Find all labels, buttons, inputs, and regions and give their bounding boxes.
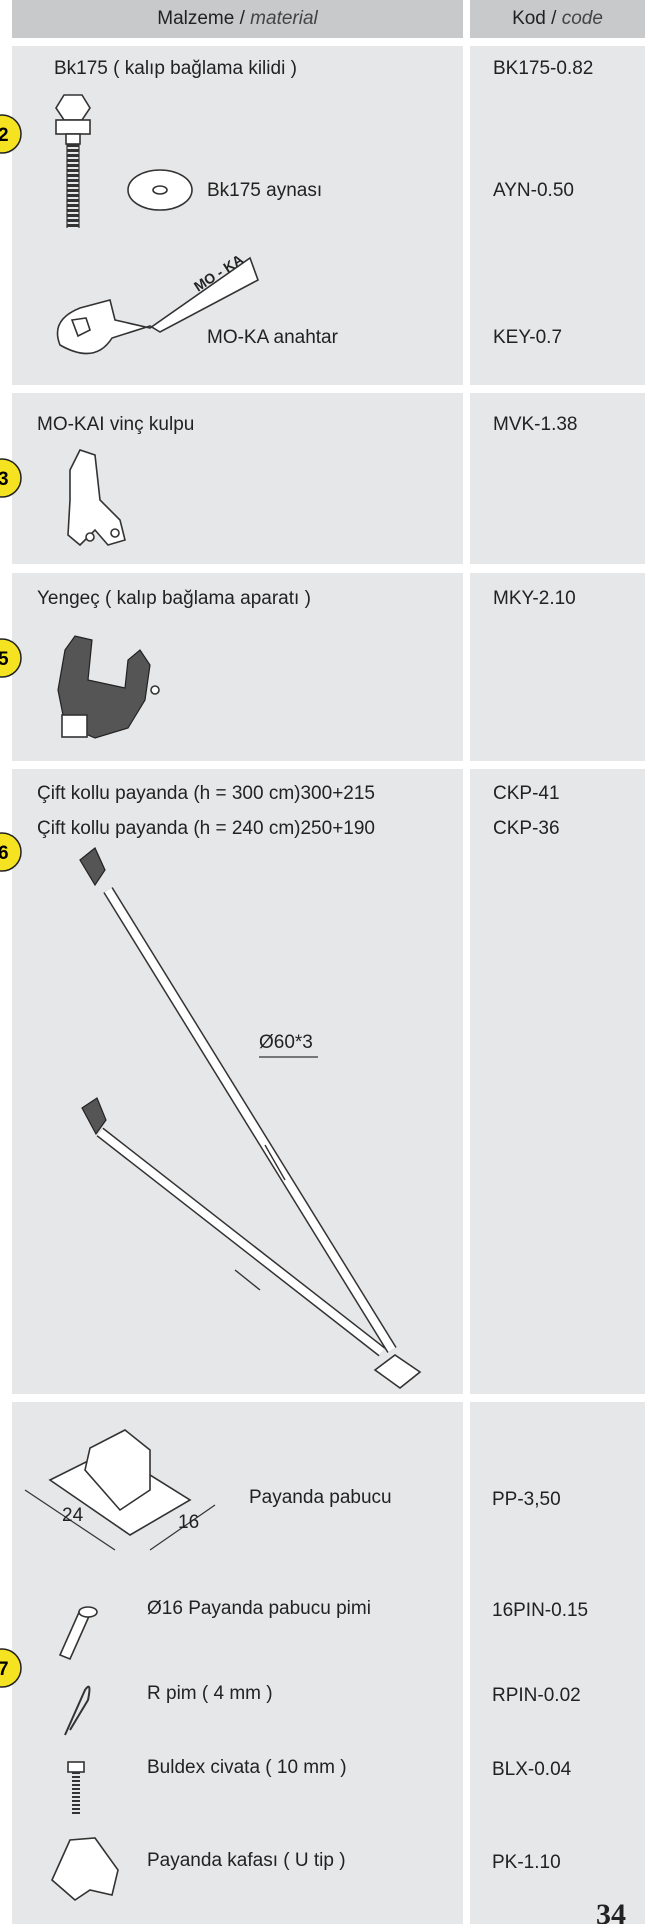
item-code: MVK-1.38: [493, 414, 578, 435]
item-name: Payanda kafası ( U tip ): [147, 1850, 346, 1871]
markers: 2 3 5 6 7: [0, 114, 22, 1688]
dimension-label: 24: [62, 1505, 84, 1526]
code-header: Kod / code: [470, 0, 645, 38]
item-name: Buldex civata ( 10 mm ): [147, 1757, 347, 1778]
header-text-en: code: [561, 8, 603, 29]
marker-number: 2: [0, 125, 9, 146]
r-pin-illustration: [64, 1685, 91, 1736]
section-box: [12, 769, 463, 1394]
item-name: Çift kollu payanda (h = 300 cm)300+215: [37, 783, 375, 804]
item-name: Payanda pabucu: [249, 1487, 392, 1508]
item-code: CKP-36: [493, 818, 560, 839]
clamp-illustration: [57, 635, 160, 739]
item-name: Ø16 Payanda pabucu pimi: [147, 1598, 371, 1619]
bolt-illustration: [67, 1761, 85, 1815]
marker-number: 3: [0, 469, 9, 490]
item-code: RPIN-0.02: [492, 1685, 581, 1706]
item-code: 16PIN-0.15: [492, 1600, 589, 1621]
dimension-label: 16: [178, 1512, 200, 1533]
item-code: BK175-0.82: [493, 58, 594, 79]
code-box: [470, 393, 645, 564]
pin-illustration: [58, 1606, 98, 1661]
code-box: [470, 46, 645, 385]
item-name: MO-KA anahtar: [207, 327, 338, 348]
item-code: PP-3,50: [492, 1489, 561, 1510]
marker-number: 5: [0, 649, 9, 670]
code-box: [470, 573, 645, 761]
item-name: MO-KAI vinç kulpu: [37, 414, 195, 435]
prop-illustration: [79, 847, 422, 1390]
item-code: PK-1.10: [492, 1852, 561, 1873]
header-text: Kod: [512, 8, 546, 29]
item-name: Çift kollu payanda (h = 240 cm)250+190: [37, 818, 375, 839]
handle-illustration: [67, 449, 126, 547]
lock-illustration: [55, 94, 91, 228]
item-code: BLX-0.04: [492, 1759, 572, 1780]
marker-number: 6: [0, 843, 9, 864]
item-name: R pim ( 4 mm ): [147, 1683, 273, 1704]
diameter-label: Ø60*3: [259, 1032, 313, 1053]
item-code: AYN-0.50: [493, 180, 574, 201]
base-plate-illustration: [24, 1429, 216, 1551]
item-name: Bk175 ( kalıp bağlama kilidi ): [54, 58, 297, 79]
item-name: Yengeç ( kalıp bağlama aparatı ): [37, 588, 311, 609]
page-number: 34: [596, 1898, 626, 1924]
washer-illustration: [127, 169, 193, 211]
header-sep: /: [239, 8, 245, 29]
item-code: CKP-41: [493, 783, 560, 804]
code-box: [470, 1402, 645, 1924]
item-code: MKY-2.10: [493, 588, 576, 609]
item-name: Bk175 aynası: [207, 180, 323, 201]
head-illustration: [51, 1837, 119, 1902]
marker-number: 7: [0, 1659, 9, 1680]
material-header: Malzeme / material: [12, 0, 463, 38]
header-text-en: material: [250, 8, 318, 29]
header-sep: /: [551, 8, 557, 29]
header-text: Malzeme: [157, 8, 235, 29]
code-box: [470, 769, 645, 1394]
item-code: KEY-0.7: [493, 327, 563, 348]
